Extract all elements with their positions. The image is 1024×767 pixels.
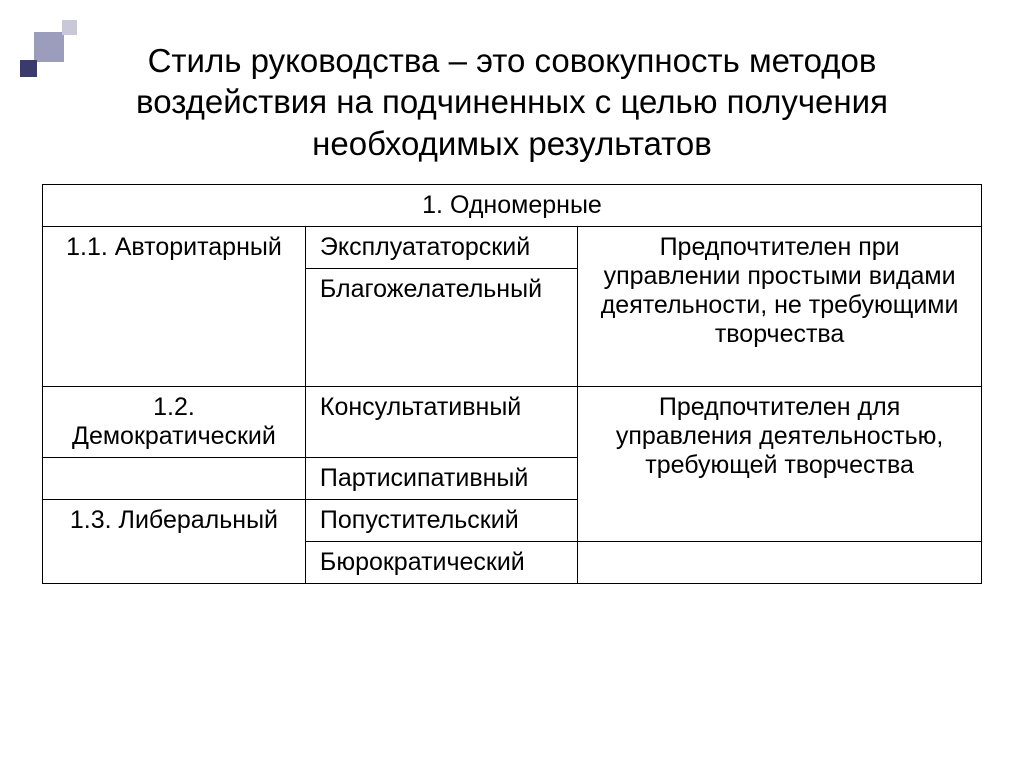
table-cell: Благожелательный [305,268,577,386]
table-row: 1.2. Демократический Консультативный Пре… [43,386,982,457]
table-header-cell: 1. Одномерные [43,184,982,226]
square-small [62,20,77,35]
table-row: 1.1. Авторитарный Эксплуататорский Предп… [43,226,982,268]
table-cell: Попустительский [305,499,577,541]
table-cell: Предпочтителен для управления деятельнос… [578,386,982,541]
table-cell: Партисипативный [305,457,577,499]
styles-table: 1. Одномерные 1.1. Авторитарный Эксплуат… [42,184,982,584]
slide-content: Стиль руководства – это совокупность мет… [0,0,1024,584]
table-cell [578,541,982,583]
table-cell: 1.2. Демократический [43,386,306,457]
table-row: 1. Одномерные [43,184,982,226]
table-cell: 1.3. Либеральный [43,499,306,583]
table-cell: Консультативный [305,386,577,457]
table-cell: Бюрократический [305,541,577,583]
square-dark [20,60,37,77]
slide-bullet-decoration [20,20,80,75]
table-cell: Предпочтителен при управлении простыми в… [578,226,982,386]
table-cell [43,457,306,499]
slide-title: Стиль руководства – это совокупность мет… [42,40,982,164]
table-cell: 1.1. Авторитарный [43,226,306,386]
table-cell: Эксплуататорский [305,226,577,268]
square-large [34,32,64,62]
